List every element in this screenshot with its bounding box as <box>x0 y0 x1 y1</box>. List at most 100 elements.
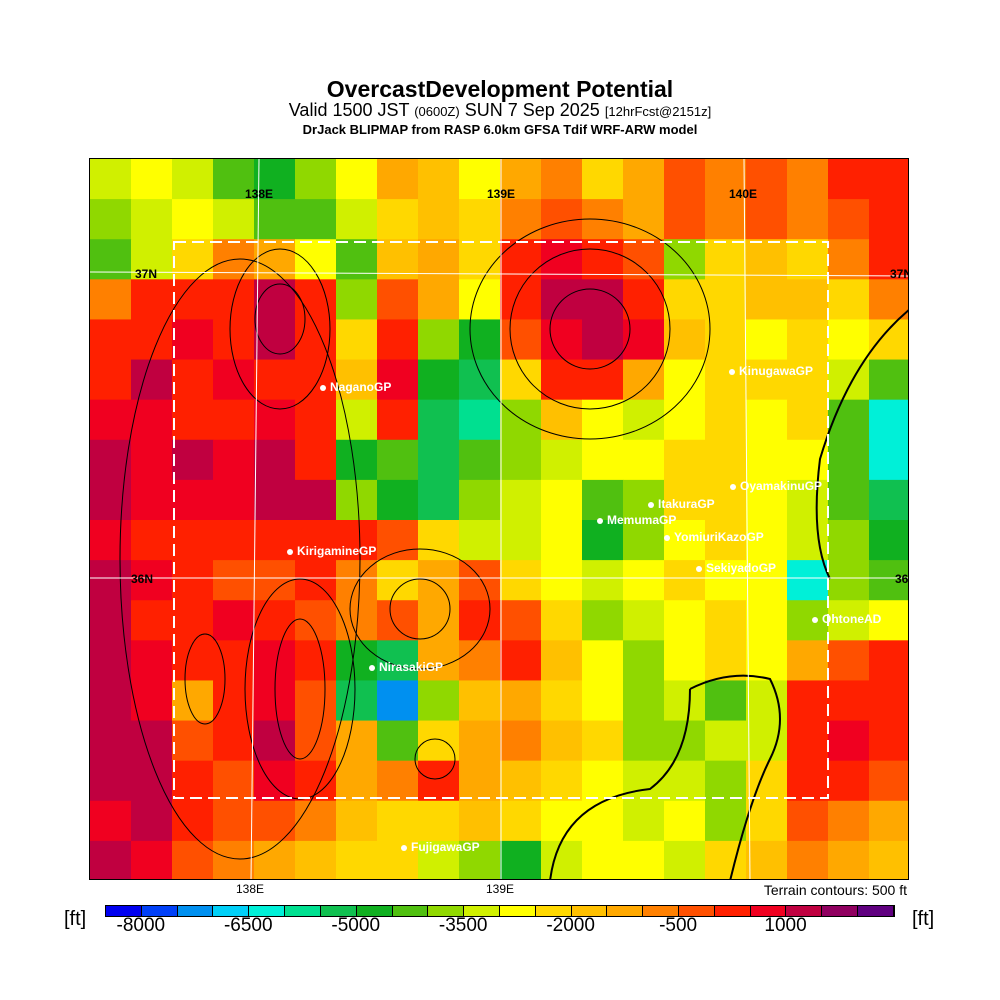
field-cell <box>623 760 665 802</box>
field-cell <box>295 399 337 441</box>
field-cell <box>541 399 583 441</box>
field-cell <box>582 159 624 200</box>
field-cell <box>295 560 337 601</box>
valid-label: Valid 1500 JST <box>288 100 415 120</box>
field-cell <box>787 600 829 641</box>
lon-label-138e-bottom: 138E <box>235 882 265 896</box>
field-cell <box>459 720 501 762</box>
field-cell <box>459 239 501 280</box>
field-cell <box>418 439 460 481</box>
field-cell <box>336 359 378 401</box>
field-cell <box>582 720 624 762</box>
field-cell <box>172 720 214 762</box>
field-cell <box>664 399 706 441</box>
field-cell <box>869 560 908 601</box>
field-cell <box>295 840 337 879</box>
field-cell <box>459 159 501 200</box>
field-cell <box>623 279 665 320</box>
field-cell <box>500 479 542 521</box>
field-cell <box>705 479 747 521</box>
field-cell <box>90 319 132 361</box>
field-cell <box>377 279 419 320</box>
field-cell <box>705 560 747 601</box>
field-cell <box>295 640 337 681</box>
field-cell <box>377 439 419 481</box>
field-cell <box>131 279 173 320</box>
field-cell <box>623 800 665 842</box>
field-cell <box>377 399 419 441</box>
field-cell <box>213 640 255 681</box>
colorbar-label: -2000 <box>546 915 595 936</box>
field-cell <box>664 319 706 361</box>
field-cell <box>500 279 542 320</box>
field-cell <box>705 159 747 200</box>
field-cell <box>336 800 378 842</box>
field-cell <box>418 560 460 601</box>
field-cell <box>254 239 296 280</box>
field-cell <box>664 680 706 722</box>
station-ohtone: OhtoneAD <box>812 612 881 626</box>
field-cell <box>787 439 829 481</box>
field-cell <box>377 479 419 521</box>
field-cell <box>746 159 788 200</box>
field-cell <box>828 239 870 280</box>
field-cell <box>623 560 665 601</box>
field-cell <box>541 520 583 561</box>
field-cell <box>746 319 788 361</box>
field-cell <box>869 680 908 722</box>
field-cell <box>828 760 870 802</box>
terrain-contour-note: Terrain contours: 500 ft <box>763 882 907 898</box>
field-cell <box>787 239 829 280</box>
station-memuma: MemumaGP <box>597 513 676 527</box>
field-cell <box>664 199 706 240</box>
field-cell <box>336 399 378 441</box>
field-cell <box>418 720 460 762</box>
station-oyamakinu: OyamakinuGP <box>730 479 822 493</box>
field-cell <box>541 319 583 361</box>
field-cell <box>336 840 378 879</box>
field-cell <box>172 560 214 601</box>
field-cell <box>828 319 870 361</box>
field-cell <box>746 359 788 401</box>
field-map <box>90 159 908 879</box>
field-cell <box>705 199 747 240</box>
field-cell <box>377 760 419 802</box>
colorbar-segment <box>786 906 823 916</box>
field-cell <box>172 199 214 240</box>
field-cell <box>459 520 501 561</box>
colorbar-segment <box>750 906 787 916</box>
field-cell <box>828 439 870 481</box>
field-cell <box>90 800 132 842</box>
field-cell <box>787 479 829 521</box>
field-cell <box>541 159 583 200</box>
field-cell <box>90 159 132 200</box>
field-cell <box>377 600 419 641</box>
station-dot-icon <box>320 384 326 391</box>
field-cell <box>213 359 255 401</box>
terrain-contour <box>184 633 226 725</box>
field-cell <box>213 680 255 722</box>
field-cell <box>623 640 665 681</box>
field-cell <box>418 640 460 681</box>
field-cell <box>254 439 296 481</box>
field-cell <box>500 520 542 561</box>
field-cell <box>623 720 665 762</box>
field-cell <box>828 199 870 240</box>
field-cell <box>664 479 706 521</box>
field-cell <box>459 800 501 842</box>
field-cell <box>213 560 255 601</box>
field-cell <box>623 840 665 879</box>
field-cell <box>418 159 460 200</box>
colorbar-segment <box>356 906 393 916</box>
field-cell <box>746 720 788 762</box>
field-cell <box>500 800 542 842</box>
field-cell <box>828 600 870 641</box>
field-cell <box>828 840 870 879</box>
field-cell <box>541 359 583 401</box>
field-cell <box>828 560 870 601</box>
field-cell <box>500 159 542 200</box>
field-cell <box>213 600 255 641</box>
lat-label-37n-right: 37N <box>889 267 908 281</box>
station-dot-icon <box>597 517 603 524</box>
lat-label-37n-left: 37N <box>134 267 158 281</box>
